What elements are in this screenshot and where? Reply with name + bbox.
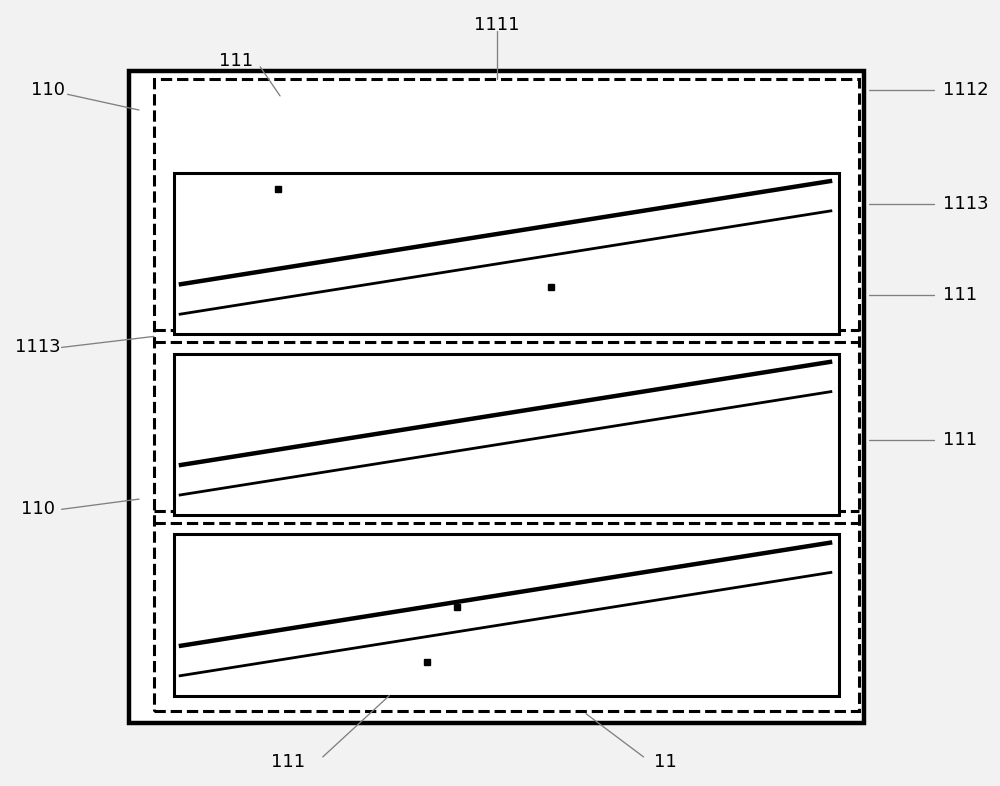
Text: 1113: 1113	[15, 339, 61, 356]
Text: 110: 110	[31, 82, 65, 99]
Bar	[154, 79, 859, 711]
Text: 111: 111	[943, 432, 978, 449]
Text: 1112: 1112	[943, 82, 989, 99]
Text: 1113: 1113	[943, 196, 989, 213]
Text: 11: 11	[654, 754, 677, 771]
Bar	[129, 71, 864, 723]
Text: 111: 111	[943, 286, 978, 303]
Bar	[174, 354, 839, 515]
Text: 110: 110	[21, 501, 55, 518]
Bar	[174, 173, 839, 334]
Bar	[174, 534, 839, 696]
Text: 111: 111	[271, 754, 305, 771]
Text: 1111: 1111	[474, 17, 519, 34]
Text: 111: 111	[219, 53, 253, 70]
